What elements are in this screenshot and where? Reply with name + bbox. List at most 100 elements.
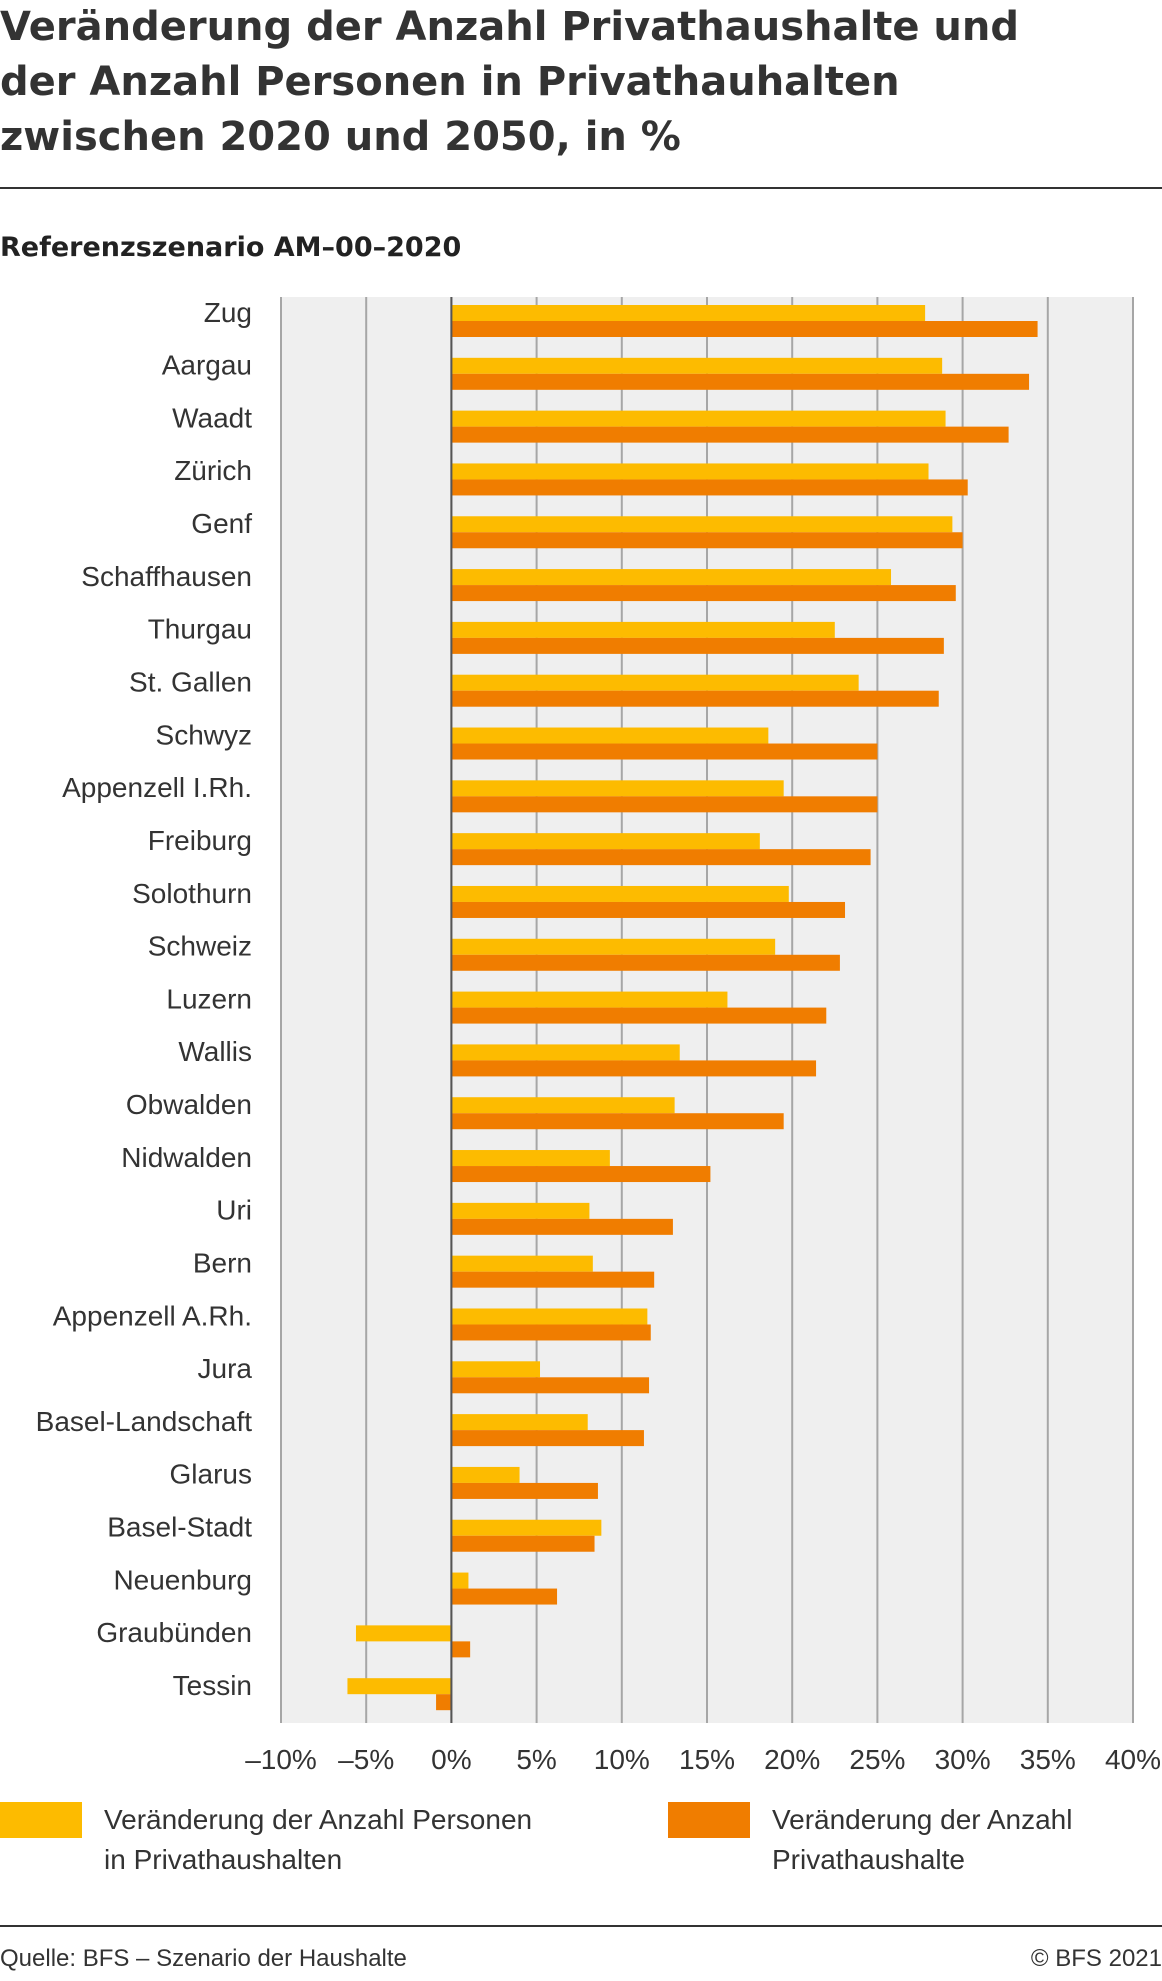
category-label: Genf	[191, 508, 252, 539]
category-label: Basel-Landschaft	[36, 1406, 253, 1437]
category-label: Obwalden	[126, 1089, 252, 1120]
bar-households	[451, 1324, 651, 1341]
category-label: Solothurn	[132, 878, 252, 909]
bar-persons	[451, 674, 859, 691]
x-tick-label: 30%	[935, 1744, 991, 1770]
bar-households	[451, 1060, 817, 1077]
chart-title: Veränderung der Anzahl Privathaushalte u…	[0, 0, 1162, 165]
category-label: Thurgau	[148, 614, 252, 645]
bottom-divider	[0, 1925, 1162, 1927]
bar-households	[451, 637, 944, 654]
category-label: Schaffhausen	[81, 561, 252, 592]
title-line-3: zwischen 2020 und 2050, in %	[0, 114, 681, 160]
bar-persons	[451, 1308, 648, 1325]
bar-persons	[451, 1414, 588, 1431]
bar-households	[451, 1166, 711, 1183]
bar-households	[451, 1641, 471, 1658]
bar-households	[451, 901, 846, 918]
legend-swatch-persons	[0, 1802, 82, 1838]
bar-households	[451, 954, 840, 971]
legend-label-persons-line2: in Privathaushalten	[104, 1844, 343, 1875]
bar-households	[451, 1430, 644, 1447]
bar-persons	[451, 833, 760, 850]
bar-households	[451, 321, 1038, 337]
category-label: Tessin	[173, 1670, 252, 1701]
bar-persons	[451, 991, 728, 1008]
bar-persons	[451, 1097, 675, 1114]
x-tick-label: 40%	[1105, 1744, 1161, 1770]
bar-persons	[451, 305, 926, 321]
bar-persons	[451, 1361, 541, 1378]
bar-persons	[451, 621, 835, 638]
bar-households	[451, 532, 963, 549]
bar-chart: –10% –5% 0% 5% 10% 15% 20% 25% 30% 35% 40% Zug Aarga…	[36, 297, 1161, 1770]
bar-persons	[355, 1625, 452, 1642]
legend-swatch-households	[668, 1802, 750, 1838]
bar-persons	[451, 938, 776, 955]
bar-households	[436, 1694, 452, 1711]
bar-persons	[451, 727, 769, 744]
category-label: Bern	[193, 1247, 252, 1278]
bar-persons	[451, 1572, 469, 1589]
category-label: Luzern	[166, 983, 252, 1014]
legend-label-households-line2: Privathaushalte	[772, 1844, 966, 1875]
category-label: Zürich	[174, 455, 252, 486]
bar-persons	[451, 569, 892, 586]
bar-households	[451, 426, 1009, 443]
top-divider	[0, 187, 1162, 189]
x-tick-label: –10%	[245, 1744, 317, 1770]
bar-persons	[347, 1678, 452, 1695]
bar-households	[451, 796, 878, 813]
bar-households	[451, 373, 1030, 390]
legend-label-households-line1: Veränderung der Anzahl	[772, 1804, 1073, 1835]
x-tick-label: –5%	[338, 1744, 394, 1770]
x-tick-label: 10%	[594, 1744, 650, 1770]
category-label: Appenzell I.Rh.	[62, 772, 252, 803]
bar-persons	[451, 516, 953, 533]
bar-households	[451, 743, 878, 760]
category-label: Aargau	[162, 350, 252, 381]
category-label: Zug	[204, 297, 252, 328]
x-tick-label: 35%	[1020, 1744, 1076, 1770]
legend-label-persons: Veränderung der Anzahl Personen in Priva…	[104, 1800, 532, 1880]
category-label: Schwyz	[156, 719, 252, 750]
category-label: Wallis	[178, 1036, 252, 1067]
x-tick-label: 20%	[764, 1744, 820, 1770]
bar-households	[451, 1535, 595, 1552]
bar-persons	[451, 357, 943, 374]
x-tick-label: 5%	[516, 1744, 556, 1770]
category-label: Neuenburg	[113, 1564, 252, 1595]
category-label: Schweiz	[148, 931, 252, 962]
title-line-2: der Anzahl Personen in Privathauhalten	[0, 59, 900, 105]
category-label: Jura	[198, 1353, 253, 1384]
bar-households	[451, 1588, 558, 1605]
category-label: Waadt	[172, 402, 252, 433]
title-line-1: Veränderung der Anzahl Privathaushalte u…	[0, 4, 1019, 50]
bar-households	[451, 1007, 827, 1024]
bar-persons	[451, 1202, 590, 1219]
legend-label-households: Veränderung der Anzahl Privathaushalte	[772, 1800, 1072, 1880]
bar-persons	[451, 1044, 680, 1061]
bar-persons	[451, 1150, 610, 1167]
category-label: Basel-Stadt	[107, 1512, 252, 1543]
chart-subtitle: Referenzszenario AM–00–2020	[0, 232, 462, 263]
category-label: Graubünden	[96, 1617, 252, 1648]
bar-persons	[451, 1466, 520, 1483]
bar-households	[451, 1377, 650, 1394]
bar-persons	[451, 780, 784, 797]
bar-households	[451, 1218, 673, 1235]
legend-item-households: Veränderung der Anzahl Privathaushalte	[668, 1800, 1072, 1880]
category-label: Uri	[216, 1195, 252, 1226]
bar-households	[451, 1271, 655, 1288]
bar-households	[451, 479, 968, 496]
bar-persons	[451, 463, 929, 480]
category-label: Nidwalden	[121, 1142, 252, 1173]
bar-households	[451, 849, 871, 866]
category-label: Freiburg	[148, 825, 252, 856]
source-note: Quelle: BFS – Szenario der Haushalte	[0, 1945, 407, 1972]
category-label: Appenzell A.Rh.	[53, 1300, 252, 1331]
category-label: Glarus	[170, 1459, 252, 1490]
bar-households	[451, 690, 939, 707]
copyright: © BFS 2021	[1030, 1945, 1162, 1972]
x-tick-label: 0%	[431, 1744, 471, 1770]
